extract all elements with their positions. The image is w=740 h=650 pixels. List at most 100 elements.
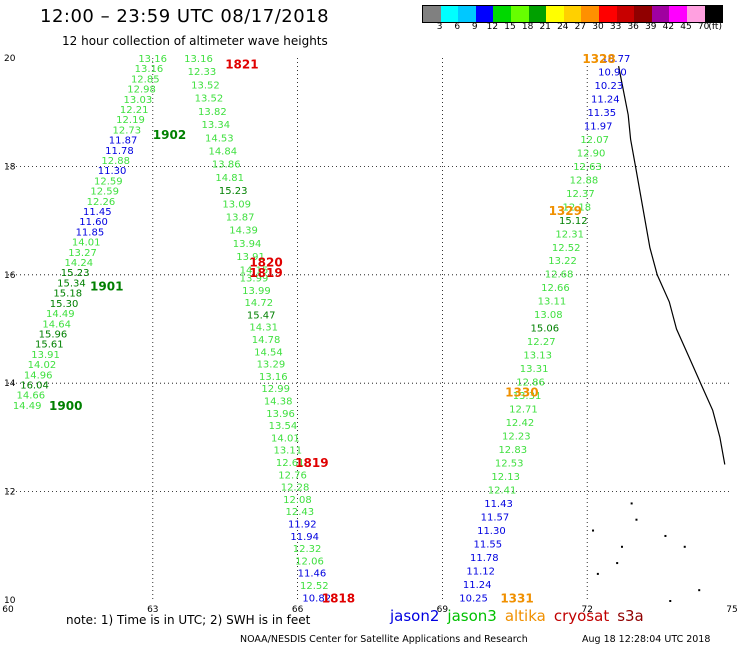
color-swatch-9 — [581, 6, 599, 22]
color-swatch-6 — [528, 6, 547, 22]
wave-height-value: 13.29 — [257, 360, 286, 371]
color-swatch-8 — [563, 6, 582, 22]
wave-height-value: 15.34 — [57, 278, 86, 289]
color-swatch-3 — [475, 6, 494, 22]
wave-height-value: 14.84 — [208, 146, 237, 157]
wave-height-value: 13.34 — [202, 120, 231, 131]
lat-tick-label: 16 — [4, 271, 16, 281]
wave-height-value: 14.15 — [240, 265, 269, 276]
map-grid — [8, 58, 732, 600]
legend-item-altika: altika — [504, 607, 546, 625]
wave-height-value: 12.88 — [101, 156, 130, 167]
wave-height-value: 12.31 — [555, 229, 584, 240]
legend-item-s3a: s3a — [617, 607, 644, 625]
wave-height-value: 12.83 — [498, 445, 527, 456]
color-scale-label: (ft) — [708, 22, 722, 32]
wave-height-value: 11.45 — [83, 207, 112, 218]
wave-height-value: 12.23 — [502, 432, 531, 443]
pass-label: 1818 — [322, 591, 355, 605]
wave-height-value: 12.52 — [552, 243, 581, 254]
wave-height-value: 12.86 — [516, 378, 545, 389]
wave-height-value: 14.38 — [264, 397, 293, 408]
wave-height-value: 14.53 — [205, 133, 234, 144]
wave-height-value: 12.98 — [127, 85, 156, 96]
pass-labels: 1900190119021821182018191819181813301328… — [49, 52, 616, 605]
wave-height-value: 13.54 — [269, 421, 298, 432]
wave-height-value: 15.12 — [559, 216, 588, 227]
pass-label: 1902 — [153, 128, 186, 142]
wave-height-value: 11.57 — [481, 512, 510, 523]
wave-height-value: 11.85 — [76, 227, 105, 238]
color-scale-label: 18 — [521, 22, 534, 32]
wave-height-value: 11.30 — [477, 526, 506, 537]
lon-tick-label: 69 — [437, 605, 449, 615]
wave-height-value: 12.71 — [509, 405, 538, 416]
wave-height-value: 13.22 — [548, 256, 577, 267]
wave-height-value: 12.13 — [491, 472, 520, 483]
color-swatch-5 — [510, 6, 529, 22]
wave-height-value: 12.07 — [580, 135, 609, 146]
color-swatch-2 — [458, 6, 476, 22]
wave-height-value: 14.01 — [271, 433, 300, 444]
lon-tick-label: 72 — [581, 605, 592, 615]
color-swatch-0 — [423, 6, 441, 22]
satellite-legend: jason2 jason3 altika cryosat s3a — [390, 607, 652, 625]
wave-height-value: 11.24 — [591, 94, 620, 105]
wave-height-value: 11.12 — [466, 566, 495, 577]
wave-height-value: 14.54 — [254, 347, 283, 358]
color-scale-label: 6 — [454, 22, 461, 32]
color-swatch-16 — [704, 6, 723, 22]
coastline-path — [618, 65, 726, 465]
color-scale-label: 36 — [627, 22, 639, 32]
wave-height-value: 14.96 — [24, 370, 53, 381]
wave-height-value: 13.16 — [138, 54, 167, 65]
wave-height-value: 12.90 — [577, 148, 606, 159]
wave-height-value: 13.16 — [184, 54, 213, 65]
island-dot — [616, 562, 619, 565]
legend-item-jason3: jason3 — [447, 607, 497, 625]
wave-height-value: 11.78 — [470, 553, 499, 564]
wave-height-value: 12.06 — [295, 556, 324, 567]
wave-height-value: 10.25 — [459, 593, 488, 604]
pass-label: 1901 — [90, 280, 123, 294]
wave-height-value: 15.23 — [219, 186, 248, 197]
wave-height-value: 12.21 — [120, 105, 149, 116]
wave-height-value: 15.18 — [53, 289, 82, 300]
color-swatch-4 — [493, 6, 511, 22]
wave-height-value: 14.64 — [42, 319, 71, 330]
wave-height-value: 13.03 — [124, 95, 153, 106]
wave-height-value: 11.46 — [298, 569, 327, 580]
wave-height-value: 12.19 — [116, 115, 145, 126]
wave-height-value: 12.61 — [276, 458, 305, 469]
wave-height-value: 14.78 — [252, 335, 281, 346]
wave-height-value: 11.87 — [109, 136, 138, 147]
wave-height-value: 11.97 — [584, 121, 613, 132]
wave-height-value: 12.53 — [495, 458, 524, 469]
color-scale-label: 42 — [662, 22, 675, 32]
wave-height-value: 12.52 — [300, 581, 329, 592]
island-dot — [630, 502, 633, 505]
island-dot — [635, 518, 638, 521]
wave-height-value: 13.94 — [233, 239, 262, 250]
footer-note: note: 1) Time is in UTC; 2) SWH is in fe… — [66, 613, 311, 627]
color-scale-label: 33 — [609, 22, 622, 32]
wave-height-value: 12.08 — [283, 495, 312, 506]
pass-label: 1819 — [249, 266, 282, 280]
wave-height-value: 15.96 — [39, 329, 68, 340]
wave-height-value: 13.96 — [266, 409, 295, 420]
wave-height-value: 11.24 — [463, 580, 492, 591]
color-swatch-15 — [686, 6, 705, 22]
wave-height-value: 14.31 — [249, 323, 278, 334]
wave-height-value: 13.27 — [68, 248, 97, 259]
wave-height-value: 13.08 — [534, 310, 563, 321]
wave-height-value: 14.01 — [72, 238, 101, 249]
island-dot — [669, 600, 672, 602]
color-scale-label: 30 — [592, 22, 604, 32]
wave-height-value: 12.99 — [261, 384, 290, 395]
wave-height-value: 12.68 — [545, 270, 574, 281]
wave-height-value: 12.76 — [278, 470, 307, 481]
lat-tick-label: 20 — [4, 54, 16, 64]
wave-height-value: 12.88 — [570, 175, 599, 186]
